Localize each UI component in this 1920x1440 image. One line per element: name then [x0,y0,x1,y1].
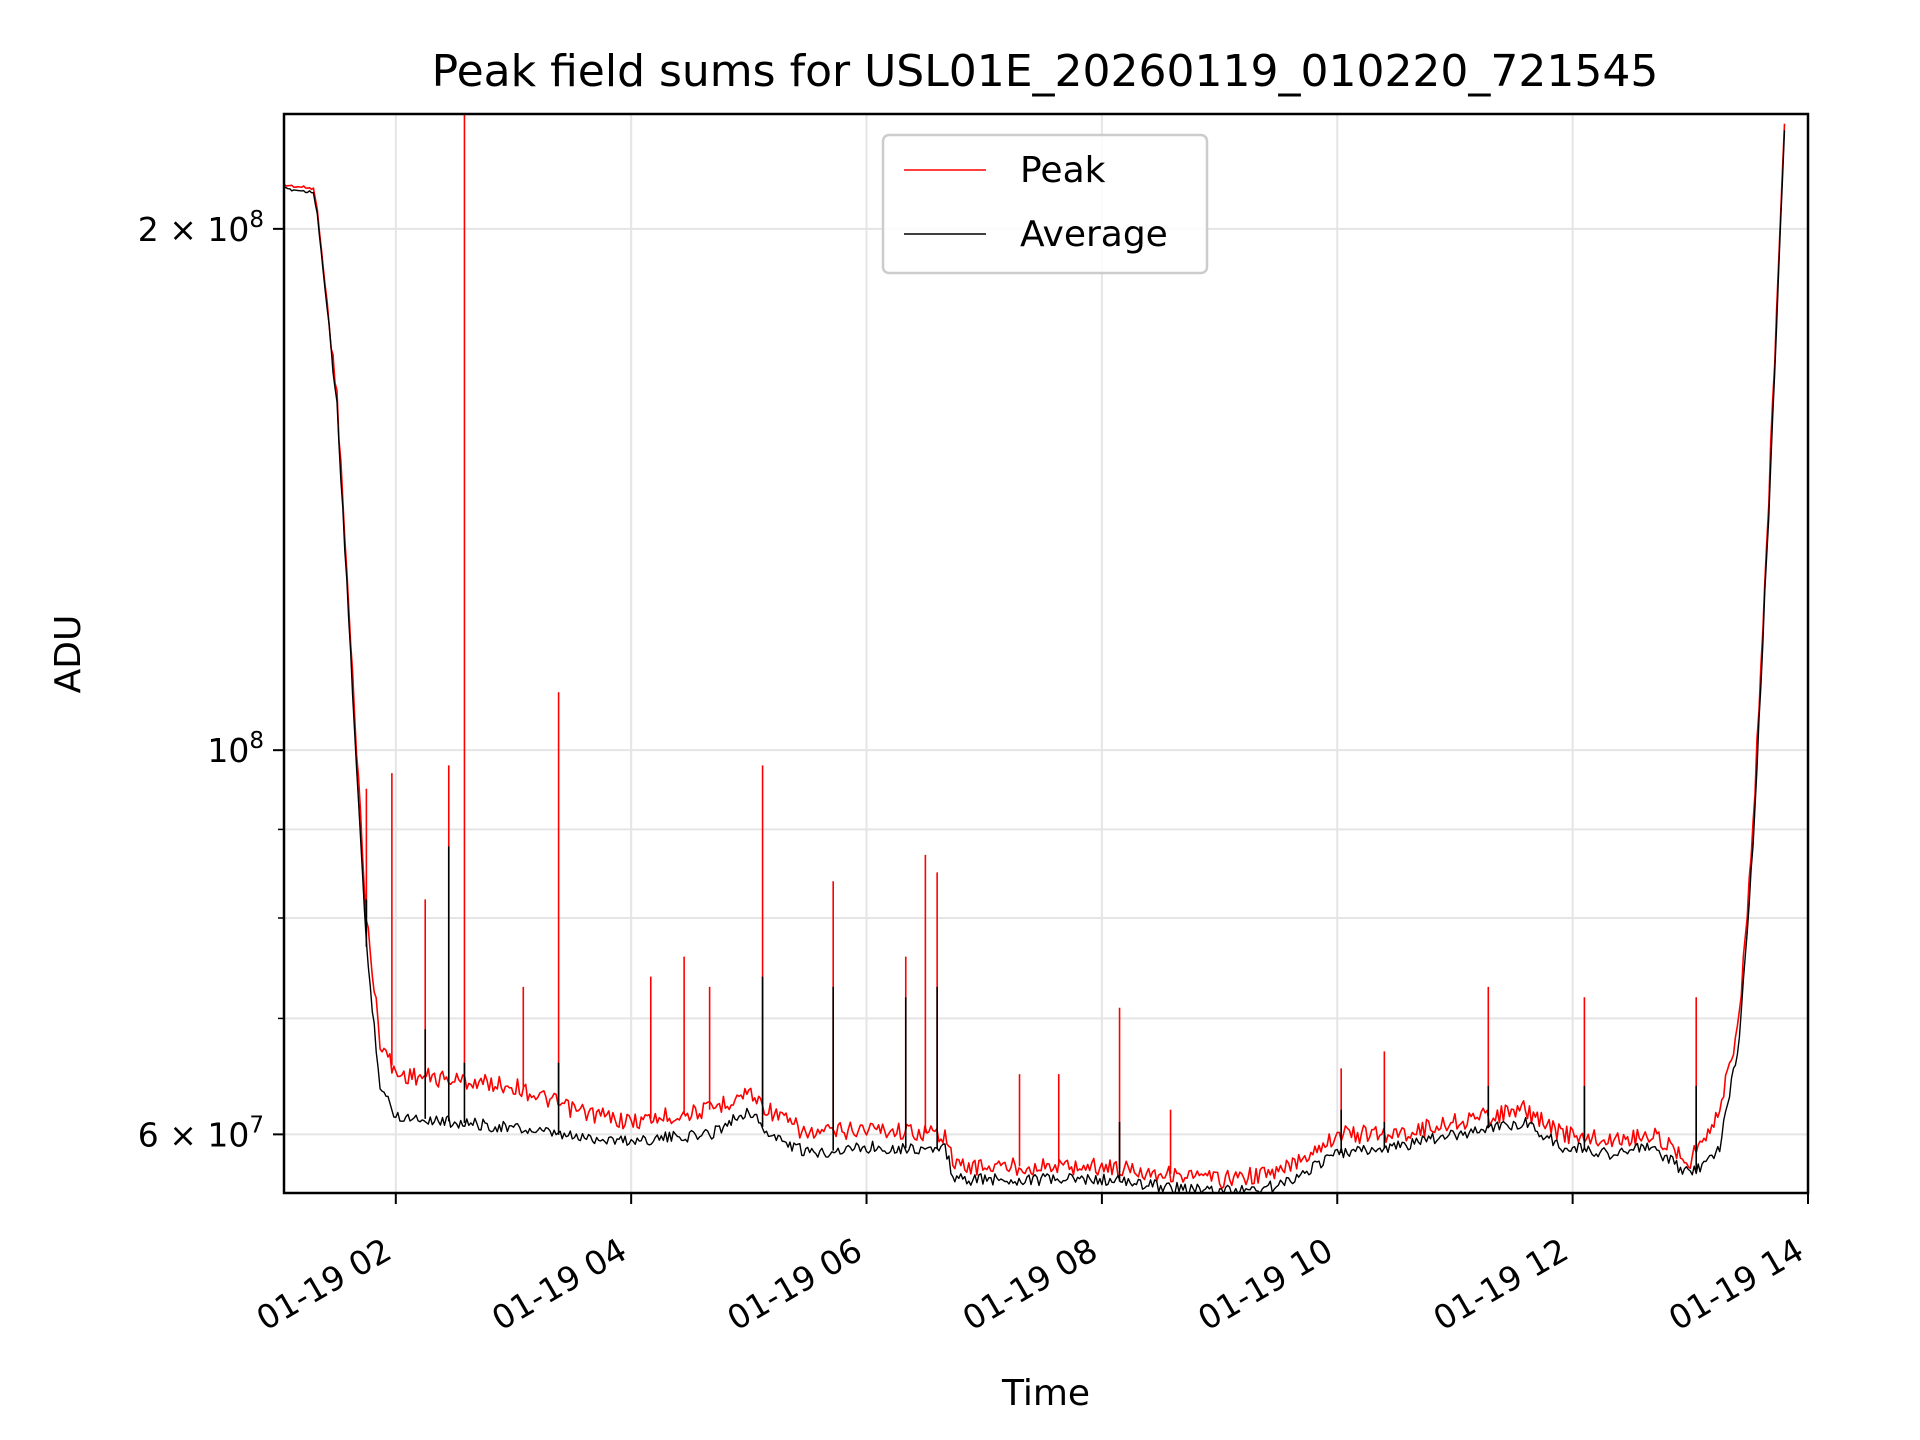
chart-title: Peak field sums for USL01E_20260119_0102… [432,46,1659,97]
legend-label-average: Average [1020,214,1168,255]
plot-frame [282,112,1810,1195]
y-axis-label: ADU [48,615,89,694]
legend: Peak Average [881,133,1209,275]
series-line-average [284,130,1786,1193]
y-tick-label: 2 × 108 [138,207,264,249]
plot-series [284,114,1786,1193]
y-tick-label: 6 × 107 [138,1112,264,1154]
x-axis-label: Time [1001,1373,1090,1414]
series-line-peak [284,123,1786,1190]
legend-label-peak: Peak [1020,150,1106,191]
